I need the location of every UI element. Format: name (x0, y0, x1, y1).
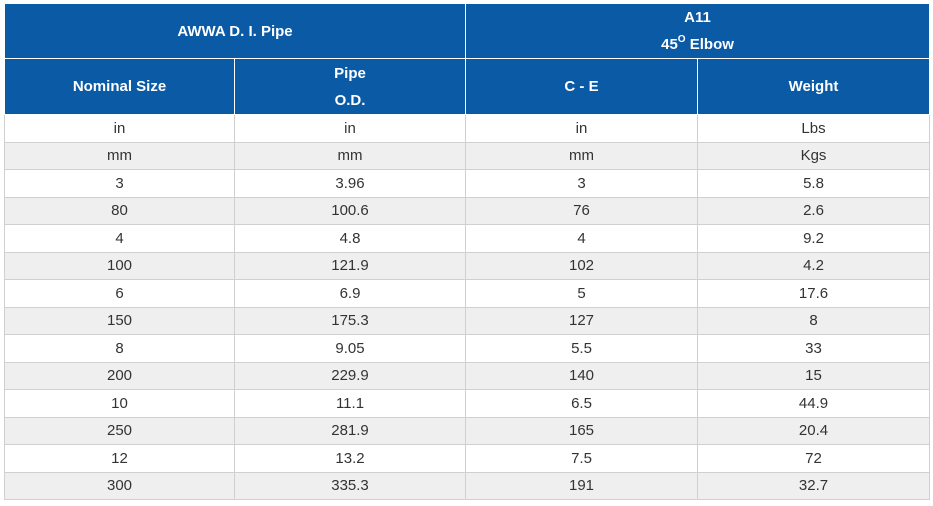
header-pipe: Pipe (334, 64, 366, 82)
weight-cell: 5.8 (697, 169, 931, 198)
pipe-od-cell: 13.2 (233, 444, 467, 473)
weight-cell: 32.7 (697, 471, 931, 500)
table-row: 4 4.8 4 9.2 (4, 224, 931, 253)
ce-cell: 191 (465, 471, 699, 500)
ce-cell: 127 (465, 306, 699, 335)
nominal-size-cell: 200 (4, 361, 235, 390)
weight-cell: 20.4 (697, 416, 931, 445)
header-elbow-text: Elbow (685, 36, 734, 53)
pipe-od-cell: 175.3 (233, 306, 467, 335)
table-row: 3 3.96 3 5.8 (4, 169, 931, 198)
weight-cell: 15 (697, 361, 931, 390)
weight-cell: 17.6 (697, 279, 931, 308)
ce-cell: 165 (465, 416, 699, 445)
nominal-size-cell: in (4, 114, 235, 143)
pipe-od-cell: 11.1 (233, 389, 467, 418)
nominal-size-cell: 100 (4, 251, 235, 280)
weight-cell: 9.2 (697, 224, 931, 253)
table-row: 12 13.2 7.5 72 (4, 444, 931, 473)
ce-cell: 76 (465, 196, 699, 225)
ce-cell: 140 (465, 361, 699, 390)
pipe-od-cell: mm (233, 141, 467, 170)
header-45-elbow: 45O Elbow (466, 31, 929, 58)
table-row: 8 9.05 5.5 33 (4, 334, 931, 363)
weight-cell: 2.6 (697, 196, 931, 225)
nominal-size-cell: 150 (4, 306, 235, 335)
weight-cell: 72 (697, 444, 931, 473)
table-row: mm mm mm Kgs (4, 141, 931, 170)
pipe-od-cell: 121.9 (233, 251, 467, 280)
elbow-spec-table-container: AWWA D. I. Pipe A11 45O Elbow Nominal Si… (3, 3, 931, 500)
table-body: in in in Lbs mm mm mm Kgs 3 3.96 3 5.8 80 100.6 76 2.6 4… (4, 114, 931, 500)
table-row: 300 335.3 191 32.7 (4, 471, 931, 500)
nominal-size-cell: 8 (4, 334, 235, 363)
table-row: 80 100.6 76 2.6 (4, 196, 931, 225)
nominal-size-cell: mm (4, 141, 235, 170)
table-row: 250 281.9 165 20.4 (4, 416, 931, 445)
nominal-size-cell: 12 (4, 444, 235, 473)
weight-cell: 4.2 (697, 251, 931, 280)
pipe-od-cell: 9.05 (233, 334, 467, 363)
table-row: 150 175.3 127 8 (4, 306, 931, 335)
table-row: 6 6.9 5 17.6 (4, 279, 931, 308)
pipe-od-cell: 335.3 (233, 471, 467, 500)
ce-cell: 4 (465, 224, 699, 253)
elbow-spec-table: AWWA D. I. Pipe A11 45O Elbow Nominal Si… (3, 3, 931, 500)
nominal-size-cell: 4 (4, 224, 235, 253)
table-row: 200 229.9 140 15 (4, 361, 931, 390)
nominal-size-cell: 6 (4, 279, 235, 308)
header-a11: A11 (684, 9, 711, 26)
nominal-size-cell: 250 (4, 416, 235, 445)
ce-cell: 7.5 (465, 444, 699, 473)
pipe-od-cell: 281.9 (233, 416, 467, 445)
weight-cell: Kgs (697, 141, 931, 170)
header-nominal-size: Nominal Size (4, 58, 235, 115)
header-ce: C - E (465, 58, 699, 115)
header-row-columns: Nominal Size Pipe O.D. C - E Weight (4, 58, 931, 115)
header-row-group: AWWA D. I. Pipe A11 45O Elbow (3, 3, 931, 59)
ce-cell: 6.5 (465, 389, 699, 418)
weight-cell: 8 (697, 306, 931, 335)
ce-cell: in (465, 114, 699, 143)
header-awwa-pipe: AWWA D. I. Pipe (3, 3, 467, 59)
header-a11-elbow: A11 45O Elbow (465, 3, 931, 59)
pipe-od-cell: 229.9 (233, 361, 467, 390)
header-45-number: 45 (661, 36, 678, 53)
nominal-size-cell: 300 (4, 471, 235, 500)
ce-cell: 102 (465, 251, 699, 280)
nominal-size-cell: 3 (4, 169, 235, 198)
nominal-size-cell: 80 (4, 196, 235, 225)
header-od: O.D. (334, 91, 366, 109)
ce-cell: 5.5 (465, 334, 699, 363)
ce-cell: 3 (465, 169, 699, 198)
nominal-size-cell: 10 (4, 389, 235, 418)
weight-cell: Lbs (697, 114, 931, 143)
header-weight: Weight (697, 58, 931, 115)
weight-cell: 33 (697, 334, 931, 363)
pipe-od-cell: in (233, 114, 467, 143)
pipe-od-cell: 3.96 (233, 169, 467, 198)
table-row: 100 121.9 102 4.2 (4, 251, 931, 280)
table-row: 10 11.1 6.5 44.9 (4, 389, 931, 418)
ce-cell: mm (465, 141, 699, 170)
degree-sup: O (677, 34, 686, 45)
table-row: in in in Lbs (4, 114, 931, 143)
header-pipe-od: Pipe O.D. (233, 58, 467, 115)
pipe-od-cell: 100.6 (233, 196, 467, 225)
pipe-od-cell: 6.9 (233, 279, 467, 308)
ce-cell: 5 (465, 279, 699, 308)
pipe-od-cell: 4.8 (233, 224, 467, 253)
weight-cell: 44.9 (697, 389, 931, 418)
